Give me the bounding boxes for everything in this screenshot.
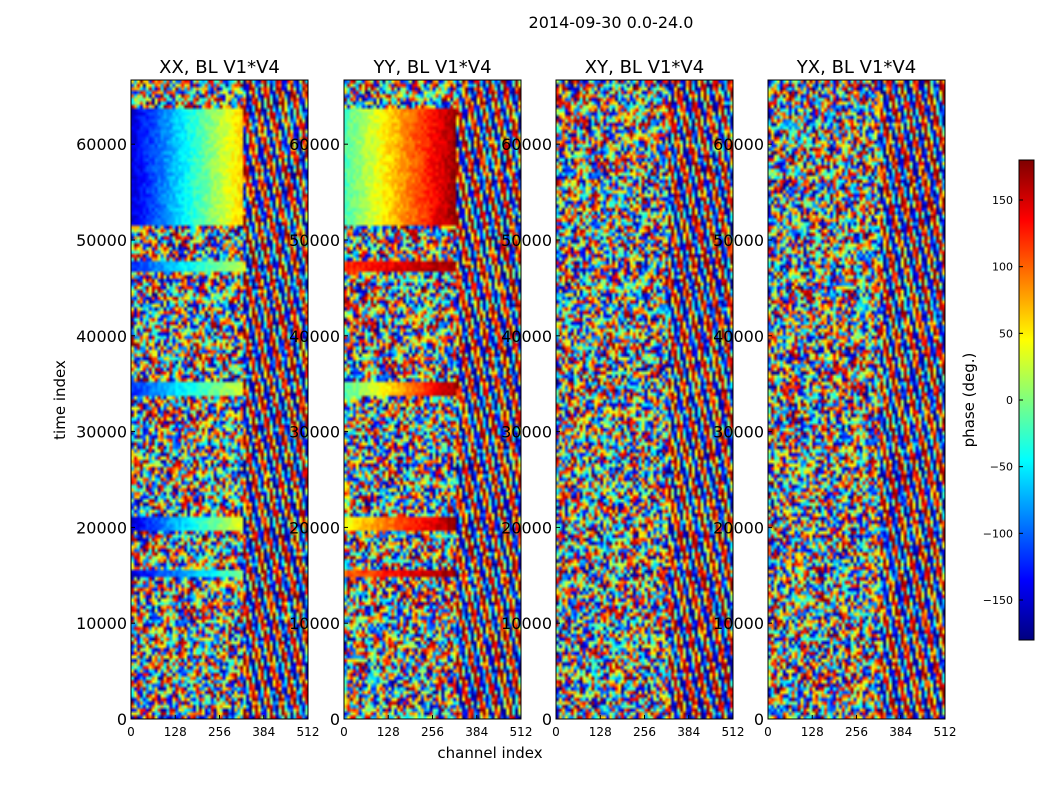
x-tick-label: 384 xyxy=(465,725,488,739)
colorbar-tick-label: 50 xyxy=(999,327,1013,340)
y-tick-label: 10000 xyxy=(713,614,764,633)
x-tick-label: 0 xyxy=(764,725,772,739)
y-tick-label: 20000 xyxy=(501,518,552,537)
x-tick-label: 256 xyxy=(845,725,868,739)
colorbar-tick-label: 100 xyxy=(992,261,1013,274)
x-tick-label: 0 xyxy=(127,725,135,739)
y-tick-label: 20000 xyxy=(76,518,127,537)
y-tick-label: 50000 xyxy=(501,231,552,250)
figure-title: 2014-09-30 0.0-24.0 xyxy=(529,13,694,32)
x-tick-label: 384 xyxy=(252,725,275,739)
x-tick-label: 512 xyxy=(510,725,533,739)
x-tick-label: 512 xyxy=(297,725,320,739)
y-tick-label: 40000 xyxy=(501,327,552,346)
y-tick-label: 10000 xyxy=(501,614,552,633)
y-tick-label: 50000 xyxy=(289,231,340,250)
panel-title: XY, BL V1*V4 xyxy=(585,57,704,78)
y-tick-label: 60000 xyxy=(713,135,764,154)
x-tick-label: 256 xyxy=(208,725,231,739)
panel-title: XX, BL V1*V4 xyxy=(159,57,280,78)
y-tick-label: 10000 xyxy=(76,614,127,633)
y-tick-label: 0 xyxy=(542,710,552,729)
x-tick-label: 0 xyxy=(552,725,560,739)
x-axis-label: channel index xyxy=(437,744,542,762)
x-tick-label: 128 xyxy=(801,725,824,739)
x-tick-label: 128 xyxy=(164,725,187,739)
y-tick-label: 10000 xyxy=(289,614,340,633)
panel-title: YX, BL V1*V4 xyxy=(796,57,916,78)
y-tick-label: 0 xyxy=(117,710,127,729)
colorbar-tick-label: −50 xyxy=(990,461,1013,474)
y-tick-label: 40000 xyxy=(713,327,764,346)
y-tick-label: 20000 xyxy=(289,518,340,537)
panel-heatmap xyxy=(131,80,308,719)
y-tick-label: 30000 xyxy=(76,423,127,442)
y-tick-label: 40000 xyxy=(76,327,127,346)
colorbar-label: phase (deg.) xyxy=(960,353,978,448)
colorbar-tick-label: −100 xyxy=(983,527,1013,540)
panel-4: YX, BL V1*V4 0 128 256 384 512 0 10000 20000 3000… xyxy=(713,57,956,739)
y-tick-label: 30000 xyxy=(713,423,764,442)
panel-2: YY, BL V1*V4 0 128 256 384 512 0 10000 20000 3000… xyxy=(289,57,532,739)
x-tick-label: 512 xyxy=(722,725,745,739)
y-tick-label: 0 xyxy=(330,710,340,729)
panel-1: XX, BL V1*V4 0 128 256 384 512 0 10000 20000 3000… xyxy=(76,57,319,739)
panel-title: YY, BL V1*V4 xyxy=(372,57,491,78)
y-tick-label: 60000 xyxy=(501,135,552,154)
y-tick-label: 30000 xyxy=(289,423,340,442)
panel-heatmap xyxy=(768,80,945,719)
y-tick-label: 40000 xyxy=(289,327,340,346)
colorbar: −150 −100 −50 0 50 100 150 xyxy=(983,159,1035,641)
colorbar-tick-label: 0 xyxy=(1006,394,1013,407)
x-tick-label: 0 xyxy=(340,725,348,739)
y-tick-label: 60000 xyxy=(289,135,340,154)
y-tick-label: 60000 xyxy=(76,135,127,154)
panel-heatmap xyxy=(556,80,733,719)
x-tick-label: 128 xyxy=(377,725,400,739)
x-tick-label: 128 xyxy=(589,725,612,739)
x-tick-label: 256 xyxy=(421,725,444,739)
x-tick-label: 384 xyxy=(677,725,700,739)
y-tick-label: 30000 xyxy=(501,423,552,442)
x-tick-label: 512 xyxy=(934,725,957,739)
x-tick-label: 384 xyxy=(889,725,912,739)
y-tick-label: 50000 xyxy=(76,231,127,250)
x-tick-label: 256 xyxy=(633,725,656,739)
colorbar-tick-label: −150 xyxy=(983,594,1013,607)
y-tick-label: 50000 xyxy=(713,231,764,250)
panel-3: XY, BL V1*V4 0 128 256 384 512 0 10000 20000 3000… xyxy=(501,57,744,739)
y-tick-label: 0 xyxy=(754,710,764,729)
colorbar-tick-label: 150 xyxy=(992,194,1013,207)
panel-heatmap xyxy=(344,80,521,719)
y-tick-label: 20000 xyxy=(713,518,764,537)
panels: XX, BL V1*V4 0 128 256 384 512 0 10000 20000 3000… xyxy=(76,57,956,739)
y-axis-label: time index xyxy=(51,360,69,440)
